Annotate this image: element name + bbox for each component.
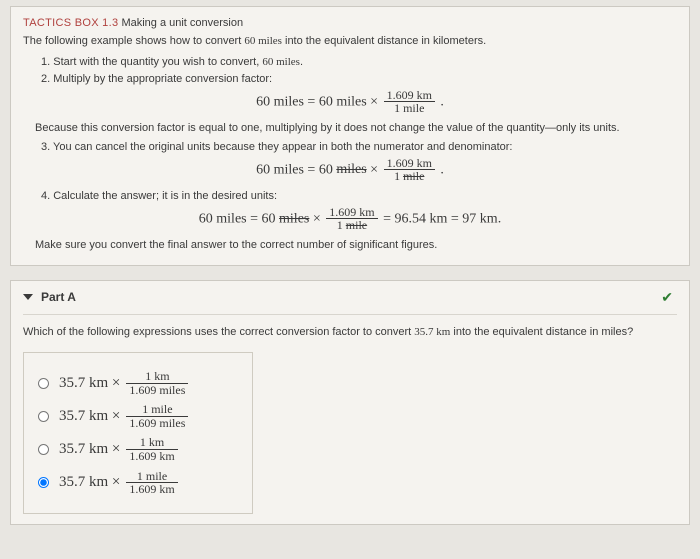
step-1: 1. Start with the quantity you wish to c… [41, 55, 677, 70]
radio-input[interactable] [38, 444, 49, 455]
part-label: Part A [41, 290, 76, 304]
fraction: 1.609 km1 mile [326, 206, 377, 232]
option-expression: 35.7 km × 1 km1.609 km [59, 436, 180, 462]
option-3[interactable]: 35.7 km × 1 km1.609 km [38, 436, 238, 462]
sigfig-text: Make sure you convert the final answer t… [35, 238, 677, 253]
part-header[interactable]: Part A ✔ [23, 289, 677, 314]
option-1[interactable]: 35.7 km × 1 km1.609 miles [38, 370, 238, 396]
option-4[interactable]: 35.7 km × 1 mile1.609 km [38, 470, 238, 496]
intro-text: The following example shows how to conve… [23, 35, 677, 47]
fraction: 1 km1.609 miles [126, 370, 188, 396]
part-body: Which of the following expressions uses … [23, 314, 677, 514]
fraction: 1 mile1.609 km [126, 470, 177, 496]
question-text: Which of the following expressions uses … [23, 325, 677, 340]
step-3: 3. You can cancel the original units bec… [41, 140, 677, 155]
option-2[interactable]: 35.7 km × 1 mile1.609 miles [38, 403, 238, 429]
equation-2: 60 miles = 60 miles × 1.609 km1 mile . [23, 157, 677, 183]
tactics-subtitle: Making a unit conversion [121, 17, 243, 29]
fraction: 1.609 km1 mile [384, 89, 435, 115]
equation-3: 60 miles = 60 miles × 1.609 km1 mile = 9… [23, 206, 677, 232]
part-a-section: Part A ✔ Which of the following expressi… [10, 280, 690, 525]
options-box: 35.7 km × 1 km1.609 miles 35.7 km × 1 mil… [23, 352, 253, 514]
option-expression: 35.7 km × 1 mile1.609 km [59, 470, 180, 496]
fraction: 1 mile1.609 miles [126, 403, 188, 429]
radio-input[interactable] [38, 477, 49, 488]
radio-input[interactable] [38, 411, 49, 422]
step-2: 2. Multiply by the appropriate conversio… [41, 72, 677, 87]
radio-input[interactable] [38, 378, 49, 389]
step-4: 4. Calculate the answer; it is in the de… [41, 189, 677, 204]
tactics-title: TACTICS BOX 1.3 Making a unit conversion [23, 17, 677, 29]
tactics-label: TACTICS BOX 1.3 [23, 17, 118, 29]
equation-1: 60 miles = 60 miles × 1.609 km1 mile . [23, 89, 677, 115]
option-expression: 35.7 km × 1 mile1.609 miles [59, 403, 190, 429]
option-expression: 35.7 km × 1 km1.609 miles [59, 370, 190, 396]
caret-down-icon [23, 294, 33, 300]
check-icon: ✔ [661, 289, 673, 306]
because-text: Because this conversion factor is equal … [35, 121, 677, 136]
tactics-box: TACTICS BOX 1.3 Making a unit conversion… [10, 6, 690, 266]
fraction: 1.609 km1 mile [384, 157, 435, 183]
fraction: 1 km1.609 km [126, 436, 177, 462]
